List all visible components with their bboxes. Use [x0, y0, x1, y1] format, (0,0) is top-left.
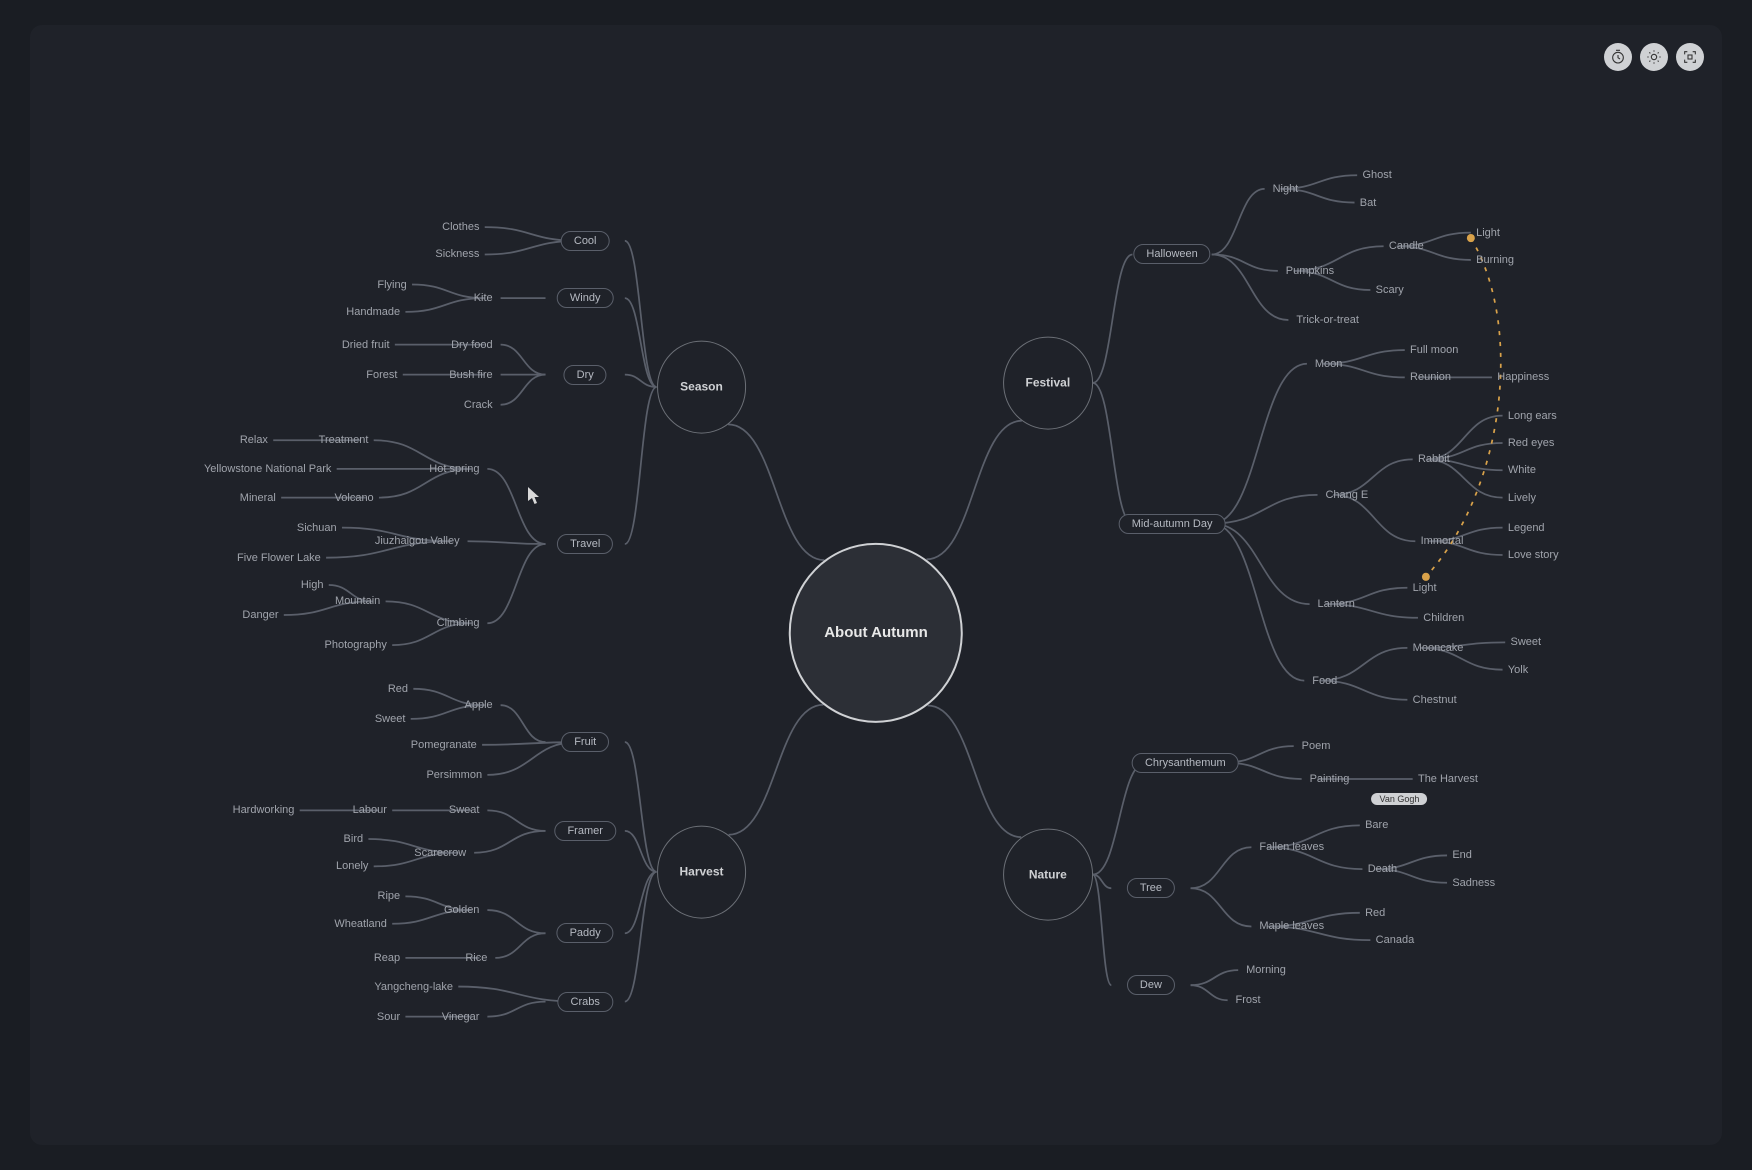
pill-dew[interactable]: Dew — [1127, 975, 1175, 995]
brightness-icon[interactable] — [1640, 43, 1668, 71]
timer-icon[interactable] — [1604, 43, 1632, 71]
mouse-cursor — [528, 487, 540, 505]
pill-fruit[interactable]: Fruit — [561, 732, 609, 752]
pill-cool[interactable]: Cool — [561, 231, 610, 251]
pill-framer[interactable]: Framer — [554, 821, 615, 841]
pill-midautumn[interactable]: Mid-autumn Day — [1119, 514, 1226, 534]
pill-travel[interactable]: Travel — [557, 534, 613, 554]
pill-windy[interactable]: Windy — [557, 288, 614, 308]
pill-halloween[interactable]: Halloween — [1133, 244, 1210, 264]
pill-paddy[interactable]: Paddy — [557, 923, 614, 943]
toolbar — [1604, 43, 1704, 71]
hub-festival[interactable]: Festival — [1003, 336, 1093, 429]
pill-chrys[interactable]: Chrysanthemum — [1132, 753, 1239, 773]
center-node[interactable]: About Autumn — [789, 543, 963, 723]
hub-nature[interactable]: Nature — [1003, 828, 1093, 921]
focus-icon[interactable] — [1676, 43, 1704, 71]
hub-harvest[interactable]: Harvest — [657, 825, 747, 918]
tag-van-gogh[interactable]: Van Gogh — [1372, 793, 1428, 805]
pill-crabs[interactable]: Crabs — [558, 992, 613, 1012]
pill-dry[interactable]: Dry — [564, 365, 607, 385]
pill-tree[interactable]: Tree — [1127, 878, 1175, 898]
app-frame: About Autumn Season Harvest Festival Nature C… — [30, 25, 1722, 1145]
hub-season[interactable]: Season — [657, 341, 747, 434]
